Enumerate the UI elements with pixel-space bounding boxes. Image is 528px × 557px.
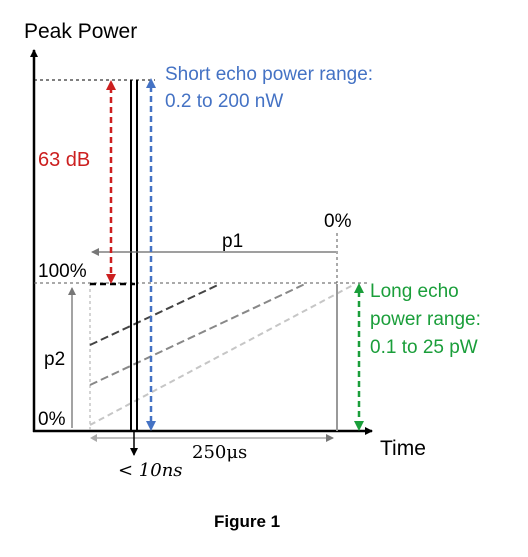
x-axis-label: Time bbox=[380, 437, 426, 460]
short-echo-label-2: 0.2 to 200 nW bbox=[165, 91, 283, 112]
db-label: 63 dB bbox=[38, 149, 90, 171]
short-echo-arrow-head-bottom bbox=[146, 421, 156, 431]
db-arrow-head-top bbox=[106, 80, 116, 90]
short-echo-arrow-head-top bbox=[146, 78, 156, 88]
long-echo-label-2: power range: bbox=[370, 309, 481, 330]
duration-arrow-left-head bbox=[90, 434, 97, 442]
duration-label: 250μs bbox=[192, 442, 247, 463]
figure-caption: Figure 1 bbox=[214, 512, 280, 531]
pulse-width-label: < 10ns bbox=[118, 460, 183, 481]
long-echo-label-3: 0.1 to 25 pW bbox=[370, 337, 478, 358]
short-echo-label-1: Short echo power range: bbox=[165, 64, 373, 85]
pct-0-right-label: 0% bbox=[324, 211, 352, 232]
y-axis-label: Peak Power bbox=[24, 20, 137, 43]
long-echo-arrow-head-top bbox=[354, 283, 364, 293]
ramp-3 bbox=[89, 283, 356, 426]
ramp-1 bbox=[89, 283, 221, 346]
long-echo-label-1: Long echo bbox=[370, 281, 459, 302]
db-arrow-head-bottom bbox=[106, 274, 116, 284]
ramp-2 bbox=[89, 283, 306, 386]
pct-100-label: 100% bbox=[38, 261, 87, 282]
long-echo-arrow-head-bottom bbox=[354, 421, 364, 431]
p2-label: p2 bbox=[44, 349, 65, 370]
pct-0-left-label: 0% bbox=[38, 409, 66, 430]
p1-label: p1 bbox=[222, 231, 243, 252]
